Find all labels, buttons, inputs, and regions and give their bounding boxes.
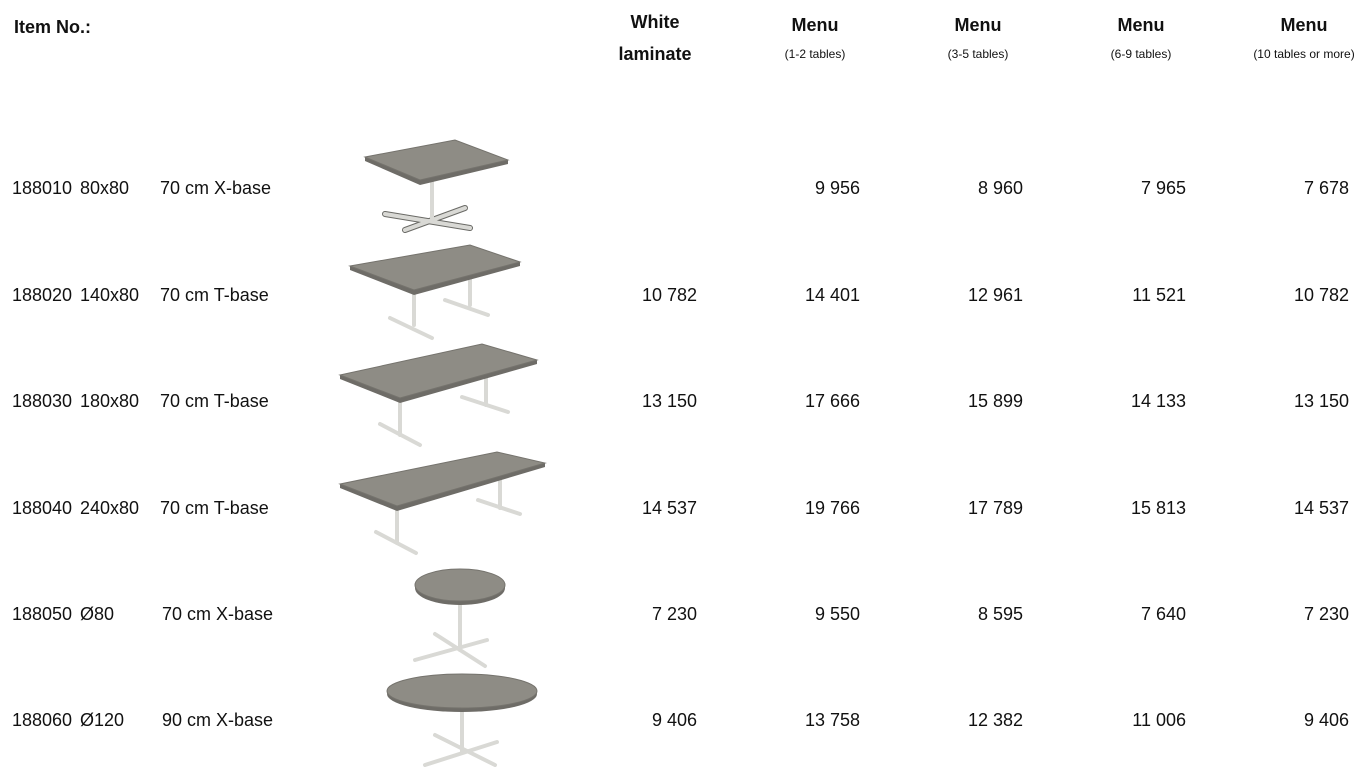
column-title: Menu	[1117, 15, 1165, 35]
price: 8 960	[977, 178, 1023, 198]
price: 11 521	[1132, 285, 1186, 305]
size: Ø120	[80, 710, 125, 730]
table-image	[386, 673, 538, 767]
price: 17 666	[804, 391, 860, 411]
item-number: 188020	[12, 285, 73, 305]
price: 12 382	[967, 710, 1023, 730]
price: 9 406	[1303, 710, 1349, 730]
price: 14 537	[1293, 498, 1349, 518]
size: Ø80	[80, 604, 115, 624]
item-number: 188040	[12, 498, 73, 518]
table-image	[363, 139, 510, 233]
price: 11 006	[1132, 710, 1186, 730]
price: 7 678	[1303, 178, 1349, 198]
item-no-header: Item No.:	[14, 17, 92, 37]
table-image	[338, 451, 547, 555]
price: 12 961	[967, 285, 1023, 305]
price: 9 406	[651, 710, 697, 730]
item-number: 188030	[12, 391, 73, 411]
column-note: (6-9 tables)	[1110, 47, 1172, 61]
price: 15 899	[967, 391, 1023, 411]
description: 70 cm T-base	[160, 285, 269, 305]
price: 13 150	[1293, 391, 1349, 411]
item-number: 188050	[12, 604, 73, 624]
table-image	[413, 568, 506, 668]
description: 70 cm X-base	[160, 178, 272, 198]
column-title: Menu	[954, 15, 1002, 35]
price: 7 640	[1140, 604, 1186, 624]
item-number: 188060	[12, 710, 73, 730]
price: 17 789	[967, 498, 1023, 518]
price: 15 813	[1130, 498, 1186, 518]
item-number: 188010	[12, 178, 73, 198]
column-title: Menu	[791, 15, 839, 35]
size: 240x80	[80, 498, 140, 518]
column-note: (3-5 tables)	[947, 47, 1009, 61]
table-image	[338, 343, 539, 447]
size: 140x80	[80, 285, 140, 305]
column-title: laminate	[618, 44, 692, 64]
column-title: White	[630, 12, 680, 32]
price: 13 150	[641, 391, 697, 411]
price: 7 230	[1303, 604, 1349, 624]
price: 8 595	[977, 604, 1023, 624]
description: 70 cm T-base	[160, 498, 269, 518]
price: 9 550	[814, 604, 860, 624]
price: 19 766	[804, 498, 860, 518]
price: 7 965	[1140, 178, 1186, 198]
price: 14 401	[804, 285, 860, 305]
description: 90 cm X-base	[162, 710, 274, 730]
size: 80x80	[80, 178, 130, 198]
price: 13 758	[804, 710, 860, 730]
price: 14 133	[1130, 391, 1186, 411]
price: 7 230	[651, 604, 697, 624]
table-image	[348, 244, 522, 340]
column-title: Menu	[1280, 15, 1328, 35]
price: 9 956	[814, 178, 860, 198]
price: 14 537	[641, 498, 697, 518]
column-note: (1-2 tables)	[784, 47, 846, 61]
description: 70 cm X-base	[162, 604, 274, 624]
price: 10 782	[641, 285, 697, 305]
description: 70 cm T-base	[160, 391, 269, 411]
price: 10 782	[1293, 285, 1349, 305]
column-note: (10 tables or more)	[1253, 47, 1355, 61]
size: 180x80	[80, 391, 140, 411]
